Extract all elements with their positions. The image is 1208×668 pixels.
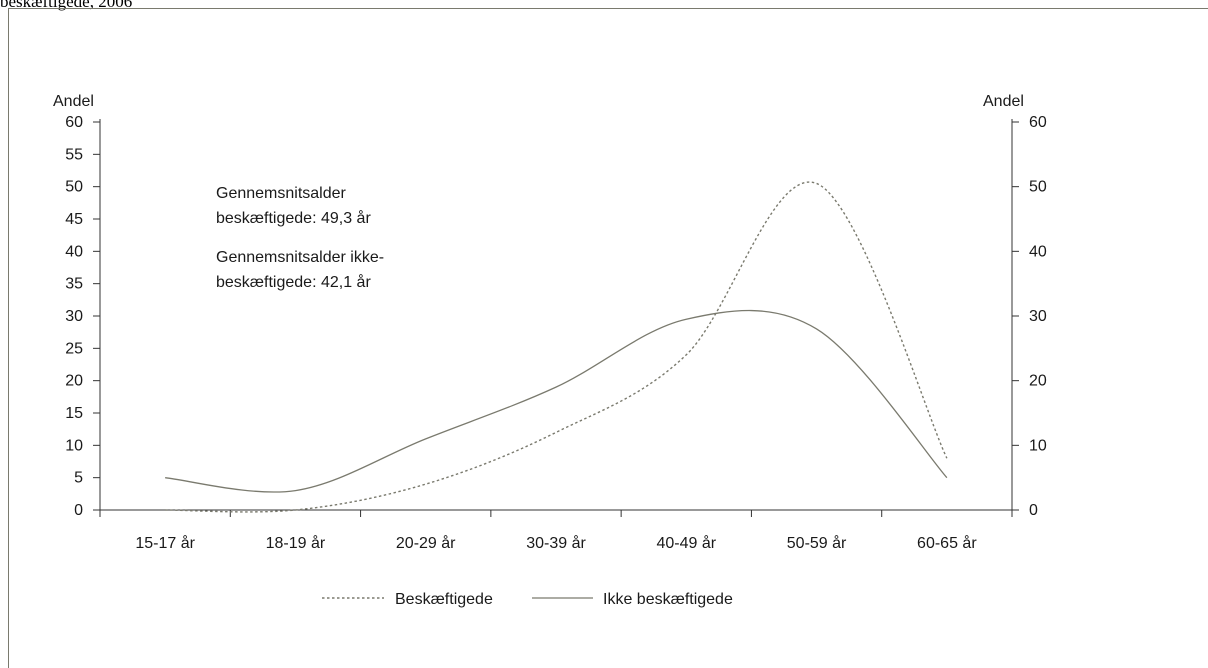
- y-tick-label-right: 60: [1029, 114, 1047, 131]
- y-tick-label-left: 10: [65, 437, 83, 454]
- y-tick-label-left: 35: [65, 276, 83, 293]
- annotation-text: Gennemsnitsalder ikke-: [216, 249, 384, 266]
- y-tick-label-left: 15: [65, 405, 83, 422]
- series-lines: [165, 181, 948, 513]
- annotation-text: Gennemsnitsalder: [216, 185, 347, 202]
- x-tick-label: 30-39 år: [526, 534, 586, 552]
- x-tick-label: 20-29 år: [396, 534, 456, 552]
- y-tick-label-left: 40: [65, 243, 83, 260]
- y-tick-label-right: 30: [1029, 308, 1047, 325]
- legend: Beskæftigede Ikke beskæftigede: [322, 591, 733, 608]
- y-tick-label-left: 50: [65, 179, 83, 196]
- annotations: Gennemsnitsalder beskæftigede: 49,3 år Gen…: [216, 185, 384, 291]
- y-axis-title-right: Andel: [983, 93, 1024, 110]
- y-tick-label-left: 55: [65, 146, 83, 163]
- chart-frame: [8, 8, 1208, 668]
- x-tick-label: 18-19 år: [266, 534, 326, 552]
- axes: 0 5 10 15 20 25 30 35 40 45 50 55 60 Andel 0 10 20 30 40 50…: [53, 93, 1047, 552]
- y-tick-label-left: 30: [65, 308, 83, 325]
- y-tick-label-left: 25: [65, 340, 83, 357]
- annotation-text: beskæftigede: 42,1 år: [216, 273, 371, 291]
- legend-label-ikke-beskaeftigede: Ikke beskæftigede: [603, 591, 733, 608]
- series-line-beskaeftigede: [165, 181, 948, 513]
- x-tick-label: 60-65 år: [917, 534, 977, 552]
- y-tick-label-left: 60: [65, 114, 83, 131]
- y-tick-label-left: 5: [74, 470, 83, 487]
- x-tick-label: 40-49 år: [656, 534, 716, 552]
- annotation-text: beskæftigede: 49,3 år: [216, 209, 371, 227]
- chart-caption: beskæftigede, 2006: [0, 0, 133, 11]
- series-line-ikke-beskaeftigede: [165, 309, 948, 493]
- y-tick-label-left: 0: [74, 502, 83, 519]
- y-tick-label-right: 0: [1029, 502, 1038, 519]
- y-tick-label-right: 20: [1029, 373, 1047, 390]
- x-tick-label: 50-59 år: [787, 534, 847, 552]
- y-axis-title-left: Andel: [53, 93, 94, 110]
- y-tick-label-left: 45: [65, 211, 83, 228]
- x-tick-label: 15-17 år: [135, 534, 195, 552]
- y-tick-label-right: 10: [1029, 437, 1047, 454]
- y-tick-label-right: 50: [1029, 179, 1047, 196]
- y-tick-label-left: 20: [65, 373, 83, 390]
- legend-label-beskaeftigede: Beskæftigede: [395, 591, 493, 608]
- y-tick-label-right: 40: [1029, 243, 1047, 260]
